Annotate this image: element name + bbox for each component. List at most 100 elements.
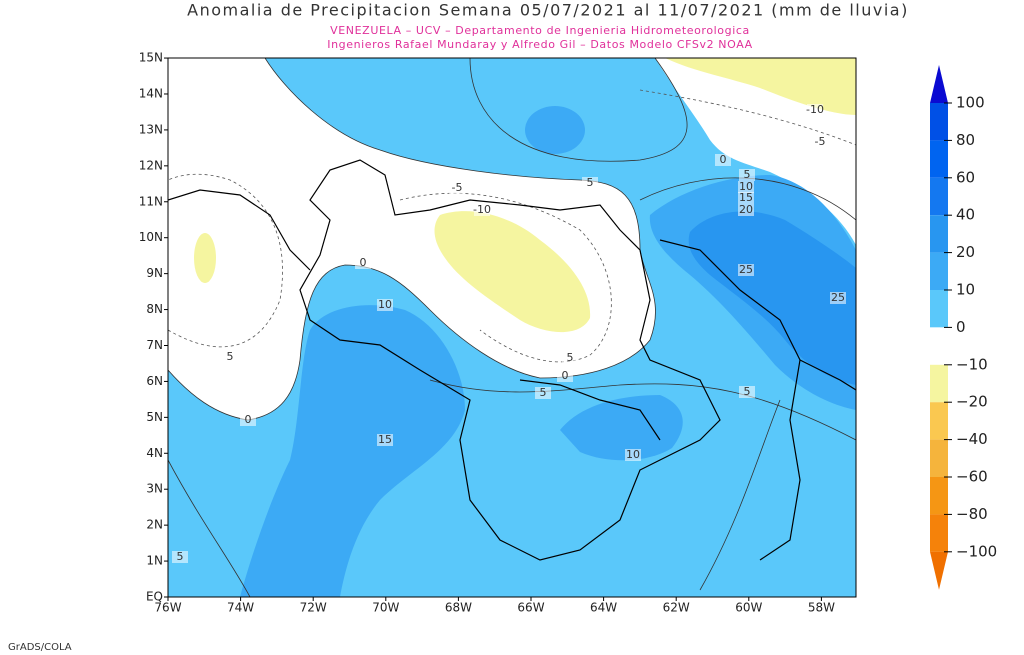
colorbar-box: [930, 252, 948, 290]
contour-label: -5: [452, 181, 463, 194]
colorbar-box: [930, 364, 948, 403]
y-tick-label: 10N: [139, 230, 163, 244]
colorbar-box: [930, 439, 948, 477]
y-tick-label: 12N: [139, 158, 163, 172]
y-tick-label: 8N: [146, 302, 163, 316]
x-tick-label: 68W: [445, 601, 472, 615]
subtitle: VENEZUELA – UCV – Departamento de Ingeni…: [330, 24, 750, 37]
contour-label-bg: [222, 351, 238, 363]
map-fill: [168, 58, 856, 597]
y-tick-label: 9N: [146, 266, 163, 280]
colorbar-label: 40: [956, 206, 975, 224]
y-tick-label: 7N: [146, 338, 163, 352]
y-tick-label: 14N: [139, 86, 163, 100]
contour-label-bg: [739, 386, 755, 398]
y-tick-label: 5N: [146, 410, 163, 424]
contour-label: 0: [360, 256, 367, 269]
contour-label-bg: [738, 204, 754, 216]
x-tick-label: 62W: [663, 601, 690, 615]
contour-label: 5: [540, 386, 547, 399]
contour-label-bg: [535, 387, 551, 399]
contour-label-bg: [807, 104, 823, 116]
contour-label-bg: [715, 154, 731, 166]
colorbar-label: 80: [956, 131, 975, 149]
colorbar-label: −20: [956, 393, 988, 411]
contour-label-bg: [812, 136, 828, 148]
colorbar-label: 60: [956, 168, 975, 186]
colorbar-label: 100: [956, 94, 985, 112]
contour-label: -10: [473, 203, 491, 216]
y-tick-label: 13N: [139, 122, 163, 136]
colorbar-box: [930, 327, 948, 365]
colorbar-box: [930, 140, 948, 178]
colorbar-label: −100: [956, 542, 997, 560]
colorbar-box: [930, 103, 948, 141]
contour-label: 5: [744, 168, 751, 181]
contour-label: 20: [739, 203, 753, 216]
contour-label-bg: [240, 414, 256, 426]
x-tick-label: 72W: [300, 601, 327, 615]
contour-label: 0: [562, 369, 569, 382]
contour-label: 10: [626, 448, 640, 461]
contour-label-bg: [355, 257, 371, 269]
contour-label: 15: [378, 433, 392, 446]
colorbar-label: −40: [956, 430, 988, 448]
contour-label-bg: [738, 264, 754, 276]
contour-label: 5: [744, 385, 751, 398]
contour-label-bg: [172, 551, 188, 563]
y-tick-label: 15N: [139, 51, 163, 65]
contour-label-bg: [449, 182, 465, 194]
x-tick-label: 64W: [590, 601, 617, 615]
contour-label: 0: [720, 153, 727, 166]
y-tick-label: 6N: [146, 374, 163, 388]
y-tick-label: 3N: [146, 482, 163, 496]
colorbar-label: −60: [956, 468, 988, 486]
colorbar-label: 20: [956, 243, 975, 261]
contour-label: 10: [739, 180, 753, 193]
colorbar-label: 0: [956, 318, 966, 336]
y-tick-label: 1N: [146, 554, 163, 568]
contour-label-bg: [738, 192, 754, 204]
contour-label: 25: [831, 291, 845, 304]
contour-label-bg: [377, 299, 393, 311]
contour-label: 5: [227, 350, 234, 363]
contour-label: 5: [587, 176, 594, 189]
contour-label-bg: [557, 370, 573, 382]
y-tick-label: EQ: [146, 590, 163, 604]
map-frame: [167, 57, 857, 598]
y-tick-label: 11N: [139, 194, 163, 208]
colorbar-top: [930, 65, 948, 103]
colorbar-box: [930, 177, 948, 216]
colorbar-box: [930, 402, 948, 440]
title: Anomalia de Precipitacion Semana 05/07/2…: [187, 1, 909, 20]
contour-label-bg: [739, 169, 755, 181]
footer: GrADS/COLA: [8, 642, 72, 653]
x-tick-label: 74W: [227, 601, 254, 615]
colorbar-label: 10: [956, 281, 975, 299]
contour-label: 10: [378, 298, 392, 311]
contour-label-bg: [474, 204, 490, 216]
y-tick-label: 4N: [146, 446, 163, 460]
colorbar-label: −10: [956, 355, 988, 373]
colorbar-bottom: [930, 551, 948, 590]
contour-label: 5: [567, 351, 574, 364]
x-tick-label: 70W: [372, 601, 399, 615]
contour-label: 5: [177, 550, 184, 563]
colorbar-box: [930, 514, 948, 552]
x-tick-label: 66W: [517, 601, 544, 615]
colorbar-box: [930, 290, 948, 328]
contour-label: 25: [739, 263, 753, 276]
contour-label-bg: [562, 352, 578, 364]
contour-label-bg: [625, 449, 641, 461]
colorbar-box: [930, 215, 948, 253]
y-tick-label: 2N: [146, 518, 163, 532]
contour-label-bg: [377, 434, 393, 446]
contour-label: 15: [739, 191, 753, 204]
labels: 76W 74W 72W 70W 68W 66W 64W 62W 60W 58W EQ 1N 2N 3N 4N…: [139, 51, 846, 615]
x-tick-label: 76W: [154, 601, 181, 615]
contour-label-bg: [830, 292, 846, 304]
contour-label: 0: [245, 413, 252, 426]
x-tick-label: 60W: [735, 601, 762, 615]
